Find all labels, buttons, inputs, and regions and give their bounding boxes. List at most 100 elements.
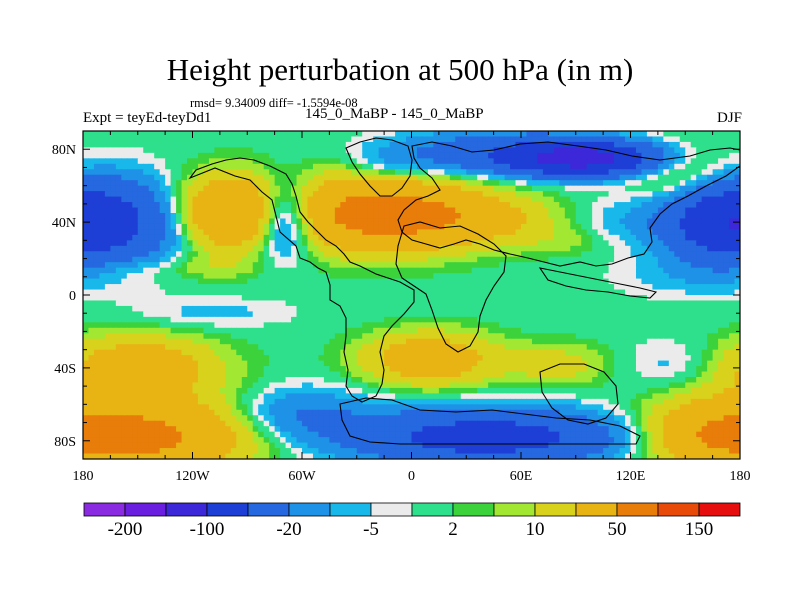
field-cell: [318, 355, 325, 362]
field-cell: [416, 207, 424, 214]
field-cell: [734, 147, 740, 154]
field-cell: [510, 338, 517, 345]
field-cell: [356, 349, 363, 356]
field-cell: [422, 344, 429, 351]
field-cell: [159, 295, 166, 302]
field-cell: [619, 141, 626, 148]
field-cell: [165, 338, 172, 345]
field-cell: [307, 223, 314, 230]
field-cell: [729, 338, 736, 345]
field-cell: [438, 327, 445, 334]
field-cell: [729, 267, 736, 274]
field-cell: [570, 174, 577, 181]
field-cell: [241, 256, 248, 263]
field-cell: [165, 262, 172, 269]
field-cell: [444, 185, 451, 192]
field-cell: [729, 158, 736, 165]
field-cell: [143, 169, 150, 176]
field-cell: [258, 273, 265, 280]
field-cell: [378, 131, 385, 138]
field-cell: [99, 284, 106, 291]
field-cell: [701, 273, 708, 280]
field-cell: [104, 180, 111, 187]
field-cell: [329, 256, 336, 263]
field-cell: [280, 180, 287, 187]
field-cell: [252, 316, 259, 323]
field-cell: [657, 229, 664, 236]
field-cell: [734, 158, 740, 165]
field-cell: [291, 191, 298, 198]
field-cell: [176, 305, 183, 312]
field-cell: [581, 136, 588, 143]
field-cell: [597, 207, 604, 214]
field-cell: [307, 147, 314, 154]
field-cell: [307, 234, 314, 241]
field-cell: [471, 223, 478, 230]
field-cell: [411, 278, 418, 285]
field-cell: [252, 240, 259, 247]
field-cell: [504, 251, 511, 258]
field-cell: [214, 213, 221, 220]
field-cell: [236, 185, 243, 192]
field-cell: [318, 338, 325, 345]
field-cell: [219, 240, 226, 247]
field-cell: [581, 295, 588, 302]
field-cell: [625, 240, 632, 247]
field-cell: [723, 289, 730, 296]
field-cell: [345, 289, 352, 296]
field-cell: [345, 169, 352, 176]
field-cell: [115, 311, 122, 318]
field-cell: [373, 136, 380, 143]
field-cell: [104, 240, 111, 247]
field-cell: [225, 229, 232, 236]
field-cell: [718, 349, 725, 356]
field-cell: [154, 136, 161, 143]
field-cell: [236, 180, 243, 187]
field-cell: [729, 234, 736, 241]
field-cell: [132, 311, 139, 318]
field-cell: [641, 305, 648, 312]
field-cell: [422, 223, 429, 230]
field-cell: [449, 180, 456, 187]
field-cell: [137, 245, 144, 252]
field-cell: [263, 185, 270, 192]
field-cell: [121, 152, 128, 159]
field-cell: [356, 229, 363, 236]
field-cell: [635, 245, 643, 252]
field-cell: [143, 202, 150, 209]
field-cell: [477, 273, 484, 280]
field-cell: [499, 213, 506, 220]
field-cell: [493, 152, 500, 159]
field-cell: [630, 218, 637, 225]
field-cell: [181, 207, 188, 214]
field-cell: [488, 185, 495, 192]
field-cell: [192, 169, 199, 176]
field-cell: [466, 349, 473, 356]
field-cell: [471, 300, 478, 307]
field-cell: [230, 234, 237, 241]
field-cell: [455, 240, 462, 247]
field-cell: [575, 278, 582, 285]
field-cell: [400, 174, 407, 181]
field-cell: [176, 262, 183, 269]
field-cell: [378, 213, 385, 220]
field-cell: [625, 311, 632, 318]
field-cell: [701, 202, 708, 209]
field-cell: [674, 213, 681, 220]
field-cell: [323, 284, 330, 291]
field-cell: [247, 147, 254, 154]
field-cell: [219, 147, 226, 154]
field-cell: [641, 300, 648, 307]
field-cell: [208, 202, 215, 209]
field-cell: [307, 191, 314, 198]
field-cell: [126, 202, 133, 209]
field-cell: [384, 223, 391, 230]
field-cell: [504, 141, 511, 148]
field-cell: [291, 213, 298, 220]
field-cell: [701, 152, 708, 159]
field-cell: [685, 256, 692, 263]
field-cell: [389, 147, 396, 154]
field-cell: [597, 327, 604, 334]
field-cell: [488, 141, 495, 148]
field-cell: [406, 262, 413, 269]
